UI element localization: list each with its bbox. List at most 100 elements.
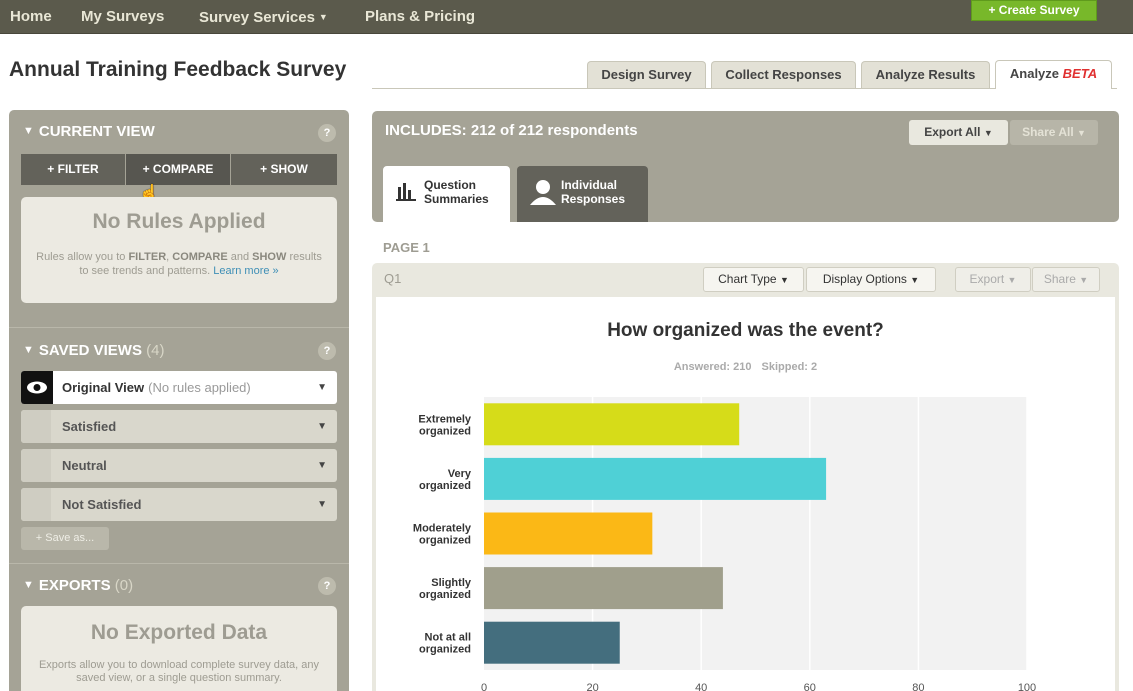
x-tick-label: 100 <box>1018 682 1036 691</box>
category-label: Moderately organized <box>413 523 472 547</box>
desc-compare: COMPARE <box>172 251 228 263</box>
display-options-button[interactable]: Display Options ▼ <box>806 267 936 292</box>
export-label: Export <box>969 272 1005 286</box>
export-button[interactable]: Export ▼ <box>955 267 1031 292</box>
category-label-line: Very <box>448 468 472 480</box>
current-view-heading[interactable]: ▼ CURRENT VIEW <box>23 123 155 140</box>
chevron-down-icon: ▼ <box>779 275 789 285</box>
saved-views-heading-label: SAVED VIEWS <box>38 342 142 359</box>
tab-individual-responses[interactable]: Individual Responses <box>517 166 648 222</box>
chart-title: How organized was the event? <box>607 320 884 341</box>
tab-analyze-label: Analyze <box>1009 66 1060 81</box>
individual-responses-label: Individual Responses <box>561 178 625 206</box>
chevron-down-icon: ▼ <box>1077 128 1086 138</box>
tab-design-survey[interactable]: Design Survey <box>587 61 706 88</box>
chart-type-button[interactable]: Chart Type ▼ <box>703 267 804 292</box>
chevron-down-icon[interactable]: ▼ <box>317 382 327 393</box>
respondents-count: INCLUDES: 212 of 212 respondents <box>385 122 638 139</box>
question-summaries-label: Question Summaries <box>424 178 489 206</box>
saved-views-count: (4) <box>146 342 165 359</box>
saved-view-original[interactable]: Original View (No rules applied) ▼ <box>21 371 337 404</box>
export-all-button[interactable]: Export All ▼ <box>909 120 1008 145</box>
category-label-line: organized <box>419 535 471 547</box>
category-label-line: Extremely <box>418 413 471 425</box>
desc-filter: FILTER <box>128 251 167 263</box>
chevron-down-icon[interactable]: ▼ <box>317 421 327 432</box>
desc-text: , <box>166 251 173 263</box>
exports-heading[interactable]: ▼ EXPORTS (0) <box>23 577 133 594</box>
nav-survey-services[interactable]: Survey Services ▼ <box>199 0 328 34</box>
nav-home[interactable]: Home <box>10 8 52 25</box>
category-label-line: organized <box>419 480 471 492</box>
category-label-line: Moderately <box>413 523 472 535</box>
compare-button[interactable]: + COMPARE <box>126 154 230 185</box>
tab-question-summaries[interactable]: Question Summaries <box>383 166 510 222</box>
tab-analyze-beta[interactable]: Analyze BETA <box>995 60 1112 89</box>
no-rules-description: Rules allow you to FILTER, COMPARE and S… <box>31 250 327 278</box>
tab-divider <box>372 88 1117 89</box>
nav-survey-services-label: Survey Services <box>199 9 315 26</box>
chevron-down-icon: ▼ <box>1007 275 1017 285</box>
chevron-down-icon: ▼ <box>983 128 993 138</box>
category-label: Very organized <box>419 468 472 492</box>
help-icon[interactable]: ? <box>318 577 336 595</box>
chevron-down-icon[interactable]: ▼ <box>317 499 327 510</box>
desc-show: SHOW <box>252 251 287 263</box>
no-exports-panel: No Exported Data Exports allow you to do… <box>21 606 337 691</box>
chevron-down-icon[interactable]: ▼ <box>317 460 327 471</box>
tab-collect-responses[interactable]: Collect Responses <box>711 61 856 88</box>
saved-view-label: Satisfied <box>62 419 117 434</box>
bar-chart-icon <box>396 183 416 201</box>
learn-more-link[interactable]: Learn more » <box>213 265 279 277</box>
tab-line: Responses <box>561 192 626 206</box>
view-indicator <box>21 488 51 521</box>
current-view-heading-label: CURRENT VIEW <box>38 123 155 140</box>
category-label-line: Slightly <box>431 577 472 589</box>
saved-views-heading[interactable]: ▼ SAVED VIEWS (4) <box>23 342 164 359</box>
nav-my-surveys[interactable]: My Surveys <box>81 8 165 25</box>
x-tick-label: 60 <box>804 682 816 691</box>
category-label-line: organized <box>419 425 471 437</box>
share-all-button[interactable]: Share All ▼ <box>1010 120 1098 145</box>
save-as-button[interactable]: + Save as... <box>21 527 109 550</box>
view-indicator <box>21 449 51 482</box>
bar <box>484 621 620 664</box>
saved-view-not-satisfied[interactable]: Not Satisfied ▼ <box>21 488 337 521</box>
chevron-down-icon: ▼ <box>910 275 920 285</box>
category-label-line: organized <box>419 644 471 656</box>
help-icon[interactable]: ? <box>318 342 336 360</box>
show-button[interactable]: + SHOW <box>231 154 337 185</box>
page-title: Annual Training Feedback Survey <box>9 58 347 81</box>
saved-view-label: Original View (No rules applied) <box>62 371 251 404</box>
saved-view-label: Not Satisfied <box>62 497 142 512</box>
category-label-line: Not at all <box>425 632 471 644</box>
category-label: Extremely organized <box>418 413 471 437</box>
share-button[interactable]: Share ▼ <box>1032 267 1100 292</box>
help-icon[interactable]: ? <box>318 124 336 142</box>
view-indicator <box>21 410 51 443</box>
nav-plans-pricing[interactable]: Plans & Pricing <box>365 8 476 25</box>
saved-view-satisfied[interactable]: Satisfied ▼ <box>21 410 337 443</box>
no-exports-description: Exports allow you to download complete s… <box>38 659 320 684</box>
saved-view-name: Original View <box>62 380 145 395</box>
create-survey-button[interactable]: + Create Survey <box>971 0 1097 21</box>
section-divider <box>9 563 349 564</box>
eye-icon <box>21 371 53 404</box>
bar <box>484 403 740 446</box>
person-icon <box>530 180 556 205</box>
export-all-label: Export All <box>924 125 981 139</box>
share-all-label: Share All <box>1022 125 1074 139</box>
category-label-line: organized <box>419 589 471 601</box>
section-divider <box>9 327 349 328</box>
answered-count: Answered: 210 <box>673 361 752 373</box>
saved-view-neutral[interactable]: Neutral ▼ <box>21 449 337 482</box>
filter-button[interactable]: + FILTER <box>21 154 125 185</box>
tab-line: Summaries <box>424 192 489 206</box>
tab-line: Individual <box>561 178 618 192</box>
x-tick-label: 80 <box>912 682 924 691</box>
category-label: Not at all organized <box>419 632 471 656</box>
tab-analyze-results[interactable]: Analyze Results <box>861 61 990 88</box>
triangle-down-icon: ▼ <box>23 125 34 137</box>
no-rules-title: No Rules Applied <box>92 210 266 233</box>
